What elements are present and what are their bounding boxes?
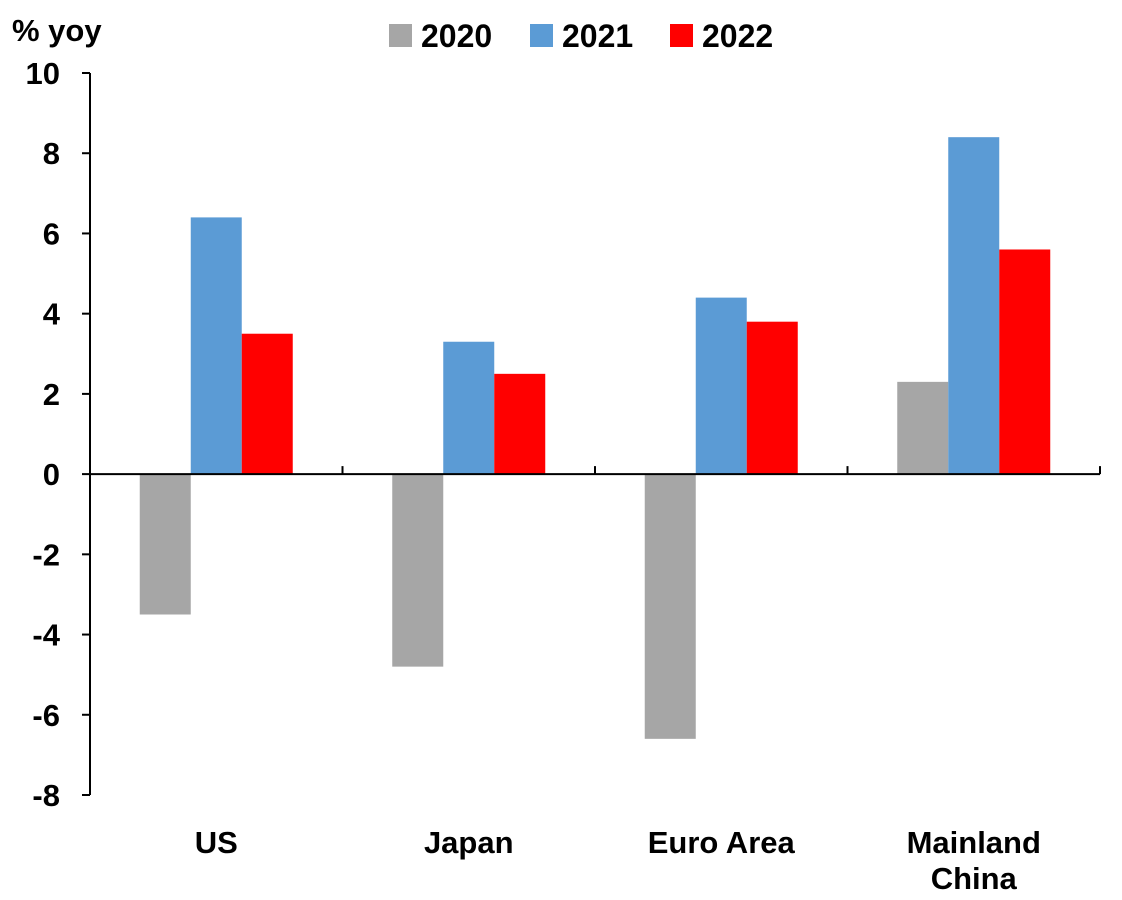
y-tick-label: -6 [32,698,60,733]
bar-2022-1 [494,373,546,475]
y-tick-label: 0 [43,457,60,492]
legend-label: 2020 [421,18,492,54]
category-label-line: China [931,861,1018,896]
y-tick-label: 10 [26,56,60,91]
y-tick-label: 2 [43,377,60,412]
legend-swatch-2020 [389,24,412,47]
bar-2022-2 [746,321,798,475]
y-tick-label: 6 [43,216,60,251]
y-tick-label: 8 [43,136,60,171]
y-tick-label: -4 [32,618,60,653]
bar-2020-0 [139,474,191,615]
bar-2021-1 [443,341,495,475]
bars [139,137,1051,739]
x-axis [90,466,1101,476]
category-label-line: Euro Area [648,825,796,860]
legend: 2020 2021 2022 [389,18,773,54]
bar-2020-1 [392,474,444,667]
legend-swatch-2021 [530,24,553,47]
category-label-line: Mainland [907,825,1041,860]
category-label: Euro Area [648,825,796,860]
y-tick-label: -8 [32,778,60,813]
bar-2022-0 [241,333,293,475]
category-label: Japan [424,825,514,860]
category-label-line: US [195,825,238,860]
category-labels: US Japan Euro Area Mainland China [195,825,1041,896]
bar-2020-3 [897,381,949,475]
category-label: Mainland China [907,825,1041,896]
y-tick-label: -2 [32,537,60,572]
category-label: US [195,825,238,860]
bar-2021-3 [948,137,1000,475]
legend-label: 2021 [562,18,633,54]
bar-2020-2 [644,474,696,739]
bar-2022-3 [999,249,1051,475]
category-label-line: Japan [424,825,514,860]
bar-2021-0 [190,217,242,475]
y-tick-label: 4 [43,297,61,332]
bar-2021-2 [695,297,747,475]
legend-label: 2022 [702,18,773,54]
legend-swatch-2022 [670,24,693,47]
y-axis-unit-label: % yoy [12,13,102,48]
y-axis-ticks: 10 8 6 4 2 0 -2 -4 -6 -8 [26,56,90,813]
